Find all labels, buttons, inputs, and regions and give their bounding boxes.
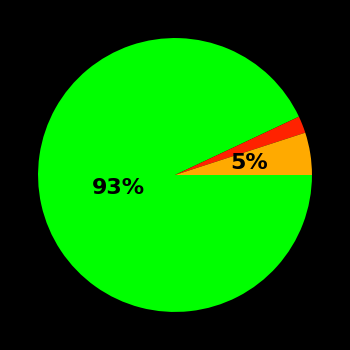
Wedge shape [175,133,312,175]
Wedge shape [38,38,312,312]
Wedge shape [175,117,305,175]
Text: 5%: 5% [231,153,268,173]
Text: 93%: 93% [92,177,146,197]
